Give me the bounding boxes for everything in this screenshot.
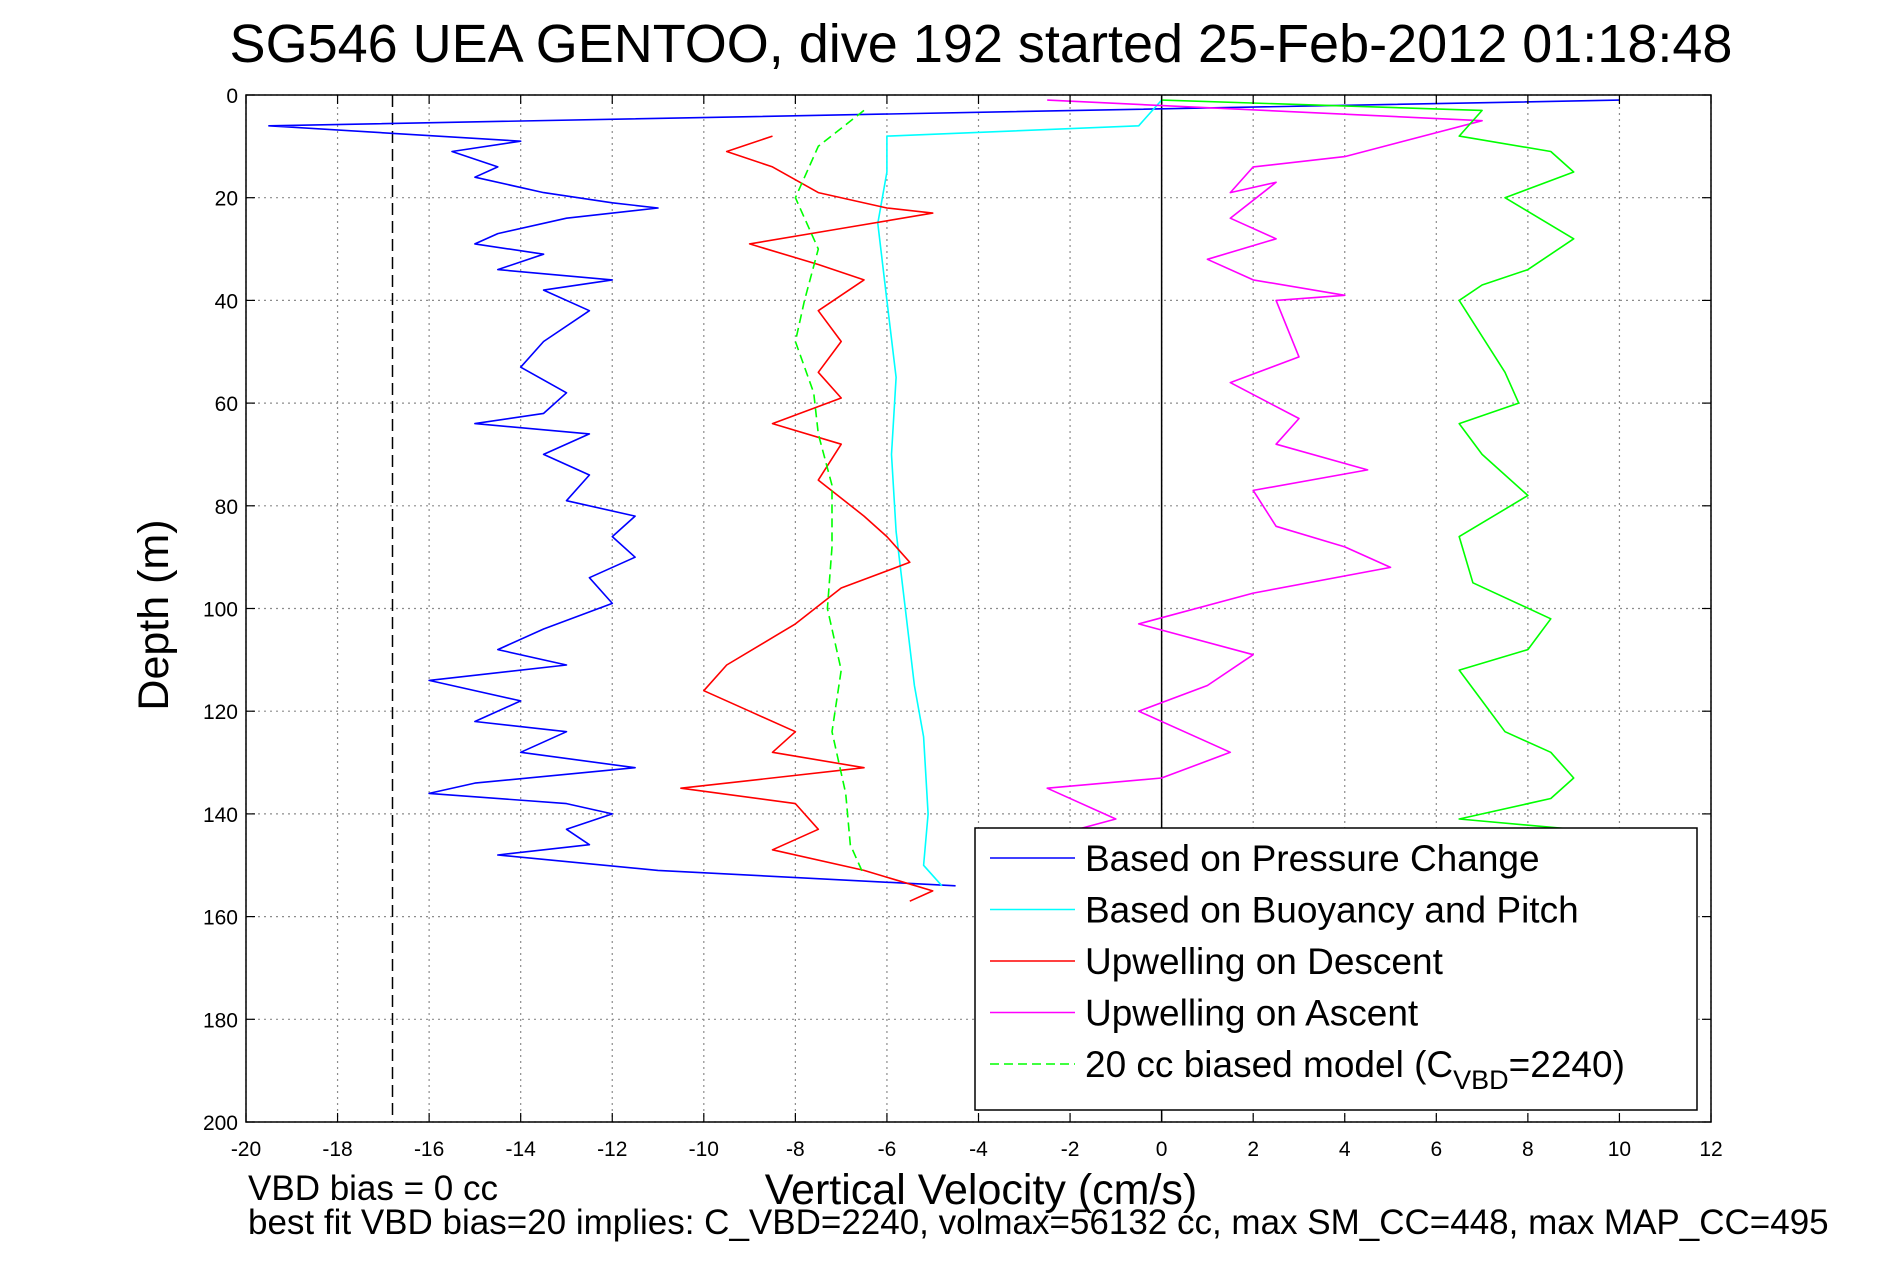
y-tick-label: 140 (203, 804, 238, 827)
series-line-1 (876, 99, 1163, 887)
x-tick-label: 0 (1156, 1138, 1168, 1161)
y-tick-label: 80 (215, 496, 238, 519)
legend-text: Upwelling on Descent (1085, 941, 1444, 982)
series-lines (268, 99, 1620, 902)
x-tick-label: -12 (597, 1138, 627, 1161)
x-tick-label: -10 (689, 1138, 719, 1161)
x-tick-label: -20 (231, 1138, 261, 1161)
x-tick-label: 2 (1247, 1138, 1259, 1161)
x-tick-label: 4 (1339, 1138, 1351, 1161)
series-line-2 (680, 135, 934, 902)
ticks: -20 -18 -16 -14 -12 -10 -8 -6 -4 -2 0 2 4 6 8 10 1202040… (203, 85, 1723, 1161)
series-line-5 (1161, 99, 1575, 831)
legend-label-3: Upwelling on Ascent (1085, 993, 1419, 1034)
legend-text: Upwelling on Ascent (1085, 993, 1419, 1034)
y-tick-label: 180 (203, 1009, 238, 1032)
legend-label-0: Based on Pressure Change (1085, 838, 1540, 879)
x-tick-label: -4 (969, 1138, 988, 1161)
x-tick-label: 6 (1430, 1138, 1442, 1161)
y-tick-label: 20 (215, 188, 238, 211)
y-tick-label: 40 (215, 290, 238, 313)
x-tick-label: -2 (1061, 1138, 1080, 1161)
best-fit-note: best fit VBD bias=20 implies: C_VBD=2240… (248, 1203, 1829, 1242)
y-axis-label: Depth (m) (130, 519, 178, 710)
legend-label-4: 20 cc biased model (CVBD=2240) (1085, 1044, 1625, 1095)
x-axis-label: Vertical Velocity (cm/s) (765, 1166, 1198, 1214)
x-tick-label: -14 (506, 1138, 537, 1161)
vbd-bias-note: VBD bias = 0 cc (248, 1169, 498, 1208)
y-tick-label: 200 (203, 1112, 238, 1135)
legend: Based on Pressure Change Based on Buoyanc… (974, 827, 1698, 1111)
x-tick-label: 10 (1608, 1138, 1631, 1161)
legend-text: 20 cc biased model (C (1085, 1044, 1453, 1085)
series-line-4 (794, 109, 865, 876)
y-tick-label: 60 (215, 393, 238, 416)
legend-label-2: Upwelling on Descent (1085, 941, 1444, 982)
series-line-3 (1001, 99, 1483, 851)
y-tick-label: 160 (203, 907, 238, 930)
legend-label-1: Based on Buoyancy and Pitch (1085, 890, 1579, 931)
x-tick-label: -18 (322, 1138, 352, 1161)
chart-title: SG546 UEA GENTOO, dive 192 started 25-Fe… (230, 14, 1733, 74)
legend-suffix: =2240) (1509, 1044, 1625, 1085)
legend-subscript: VBD (1453, 1065, 1509, 1095)
x-tick-label: 8 (1522, 1138, 1534, 1161)
legend-text: Based on Buoyancy and Pitch (1085, 890, 1579, 931)
series-line-0 (268, 99, 1620, 887)
x-tick-label: 12 (1699, 1138, 1722, 1161)
x-tick-label: -6 (878, 1138, 897, 1161)
x-tick-label: -8 (786, 1138, 805, 1161)
y-tick-label: 100 (203, 599, 238, 622)
legend-box (974, 827, 1698, 1111)
legend-text: Based on Pressure Change (1085, 838, 1540, 879)
y-tick-label: 0 (226, 85, 238, 108)
x-tick-label: -16 (414, 1138, 444, 1161)
y-tick-label: 120 (203, 701, 238, 724)
